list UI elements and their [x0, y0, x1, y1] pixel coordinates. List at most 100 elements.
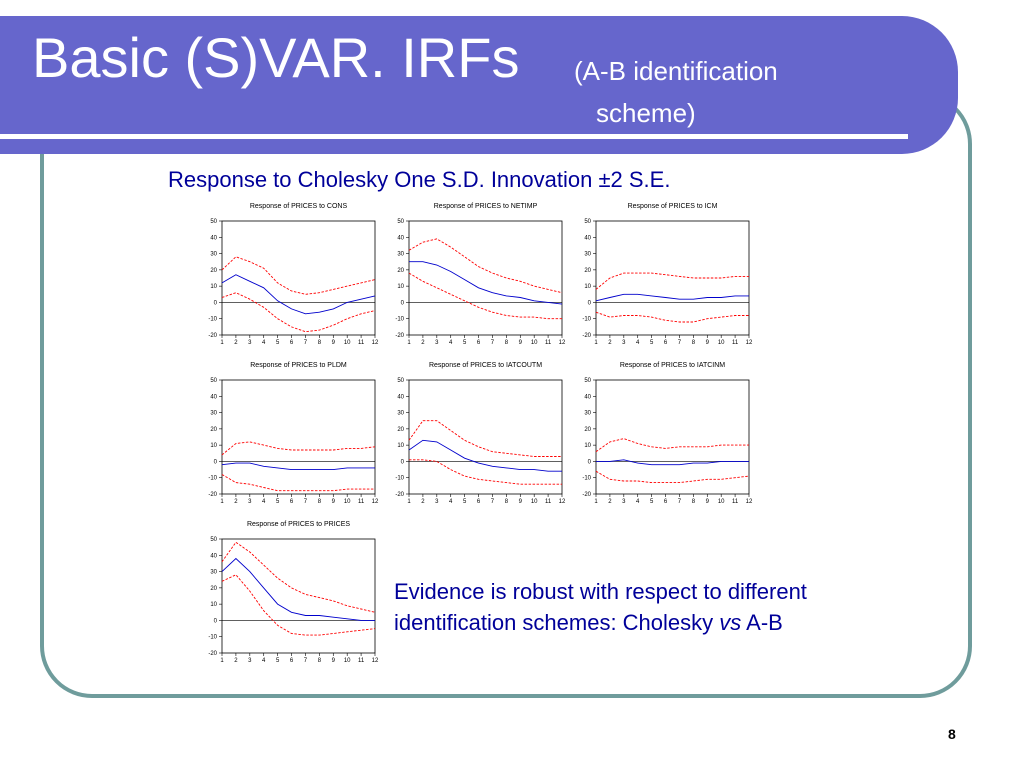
y-tick-label: 40: [210, 235, 217, 241]
y-tick-label: 30: [397, 411, 404, 417]
title-banner: [0, 16, 958, 154]
y-tick-label: 40: [584, 394, 591, 400]
y-tick-label: -10: [395, 476, 404, 482]
lower-band-line: [408, 272, 562, 320]
plot-area: [408, 220, 563, 336]
x-tick-label: 3: [622, 499, 626, 505]
response-line: [408, 439, 562, 472]
irf-panel: Response of PRICES to PRICES 50 40 30 20 10 0 -…: [208, 521, 379, 664]
y-tick-label: 30: [210, 411, 217, 417]
x-tick-label: 4: [636, 340, 640, 346]
y-tick-label: 0: [214, 618, 218, 624]
response-line: [221, 557, 375, 621]
x-tick-label: 5: [276, 499, 280, 505]
response-line: [595, 293, 749, 302]
y-tick-label: 30: [397, 252, 404, 258]
x-tick-label: 6: [290, 658, 294, 664]
upper-band-line: [408, 420, 562, 457]
x-tick-label: 8: [318, 340, 322, 346]
x-tick-label: 8: [318, 658, 322, 664]
x-tick-label: 2: [608, 340, 612, 346]
slide-title: Basic (S)VAR. IRFs: [32, 26, 520, 89]
x-tick-label: 11: [545, 499, 552, 505]
y-tick-label: 0: [214, 300, 218, 306]
x-tick-label: 7: [304, 499, 308, 505]
x-tick-label: 10: [344, 340, 351, 346]
x-tick-label: 2: [421, 340, 425, 346]
y-tick-label: -10: [208, 635, 217, 641]
y-tick-label: -20: [208, 651, 217, 657]
y-tick-label: 50: [397, 219, 404, 225]
x-tick-label: 4: [262, 499, 266, 505]
response-line: [221, 274, 376, 315]
x-tick-label: 5: [276, 340, 280, 346]
y-tick-label: 10: [584, 443, 591, 449]
y-tick-label: 50: [584, 378, 591, 384]
evidence-note: Evidence is robust with respect to diffe…: [394, 576, 914, 638]
x-tick-label: 6: [477, 340, 481, 346]
x-tick-label: 2: [421, 499, 425, 505]
x-tick-label: 7: [491, 340, 495, 346]
x-tick-label: 1: [220, 340, 224, 346]
upper-band-line: [408, 238, 563, 294]
upper-band-line: [595, 272, 749, 290]
y-tick-label: 50: [210, 219, 217, 225]
x-tick-label: 4: [449, 499, 453, 505]
lower-band-line: [221, 574, 376, 636]
evidence-text-1: Evidence is robust with respect to diffe…: [394, 579, 807, 635]
x-tick-label: 1: [407, 499, 411, 505]
y-tick-label: 20: [210, 427, 217, 433]
x-tick-label: 7: [491, 499, 495, 505]
response-line: [221, 462, 375, 471]
y-tick-label: 20: [210, 586, 217, 592]
y-tick-label: 0: [401, 300, 405, 306]
x-tick-label: 12: [559, 340, 566, 346]
x-tick-label: 4: [636, 499, 640, 505]
plot-area: [595, 220, 750, 336]
y-tick-label: 30: [584, 411, 591, 417]
upper-band-line: [221, 256, 376, 295]
x-tick-label: 8: [692, 499, 696, 505]
x-tick-label: 7: [304, 658, 308, 664]
plot-area: [595, 379, 750, 495]
lower-band-line: [409, 459, 562, 485]
y-tick-label: -20: [582, 492, 591, 498]
y-tick-label: -10: [582, 476, 591, 482]
x-tick-label: 3: [435, 340, 439, 346]
lower-band-line: [221, 474, 375, 492]
x-tick-label: 11: [732, 499, 739, 505]
slide-frame: [40, 92, 972, 698]
x-tick-label: 12: [746, 340, 753, 346]
x-tick-label: 4: [262, 340, 266, 346]
x-tick-label: 12: [559, 499, 566, 505]
chart-grid-heading: Response to Cholesky One S.D. Innovation…: [168, 167, 671, 192]
y-tick-label: 20: [584, 268, 591, 274]
slide-title-subtitle-line1: (A-B identification: [574, 56, 778, 86]
slide-title-subtitle-line2: scheme): [596, 98, 696, 128]
x-tick-label: 3: [622, 340, 626, 346]
y-tick-label: 0: [588, 300, 592, 306]
upper-band-line: [221, 541, 376, 613]
x-tick-label: 7: [304, 340, 308, 346]
y-tick-label: -20: [395, 492, 404, 498]
y-tick-label: -20: [395, 333, 404, 339]
x-tick-label: 3: [248, 340, 252, 346]
x-tick-label: 1: [594, 499, 598, 505]
x-tick-label: 3: [435, 499, 439, 505]
x-tick-label: 8: [505, 499, 509, 505]
x-tick-label: 12: [372, 658, 379, 664]
x-tick-label: 7: [678, 499, 682, 505]
x-tick-label: 6: [290, 499, 294, 505]
y-tick-label: 10: [397, 443, 404, 449]
x-tick-label: 10: [718, 340, 725, 346]
irf-panel: Response of PRICES to IATCOUTM5040302010…: [395, 362, 566, 505]
x-tick-label: 2: [234, 658, 238, 664]
lower-band-line: [595, 470, 750, 484]
page-number: 8: [948, 726, 956, 742]
evidence-text-2: A-B: [741, 610, 783, 635]
panel-title: Response of PRICES to PLDM: [250, 362, 347, 369]
lower-band-line: [221, 292, 376, 333]
x-tick-label: 9: [706, 499, 710, 505]
x-tick-label: 10: [344, 499, 351, 505]
